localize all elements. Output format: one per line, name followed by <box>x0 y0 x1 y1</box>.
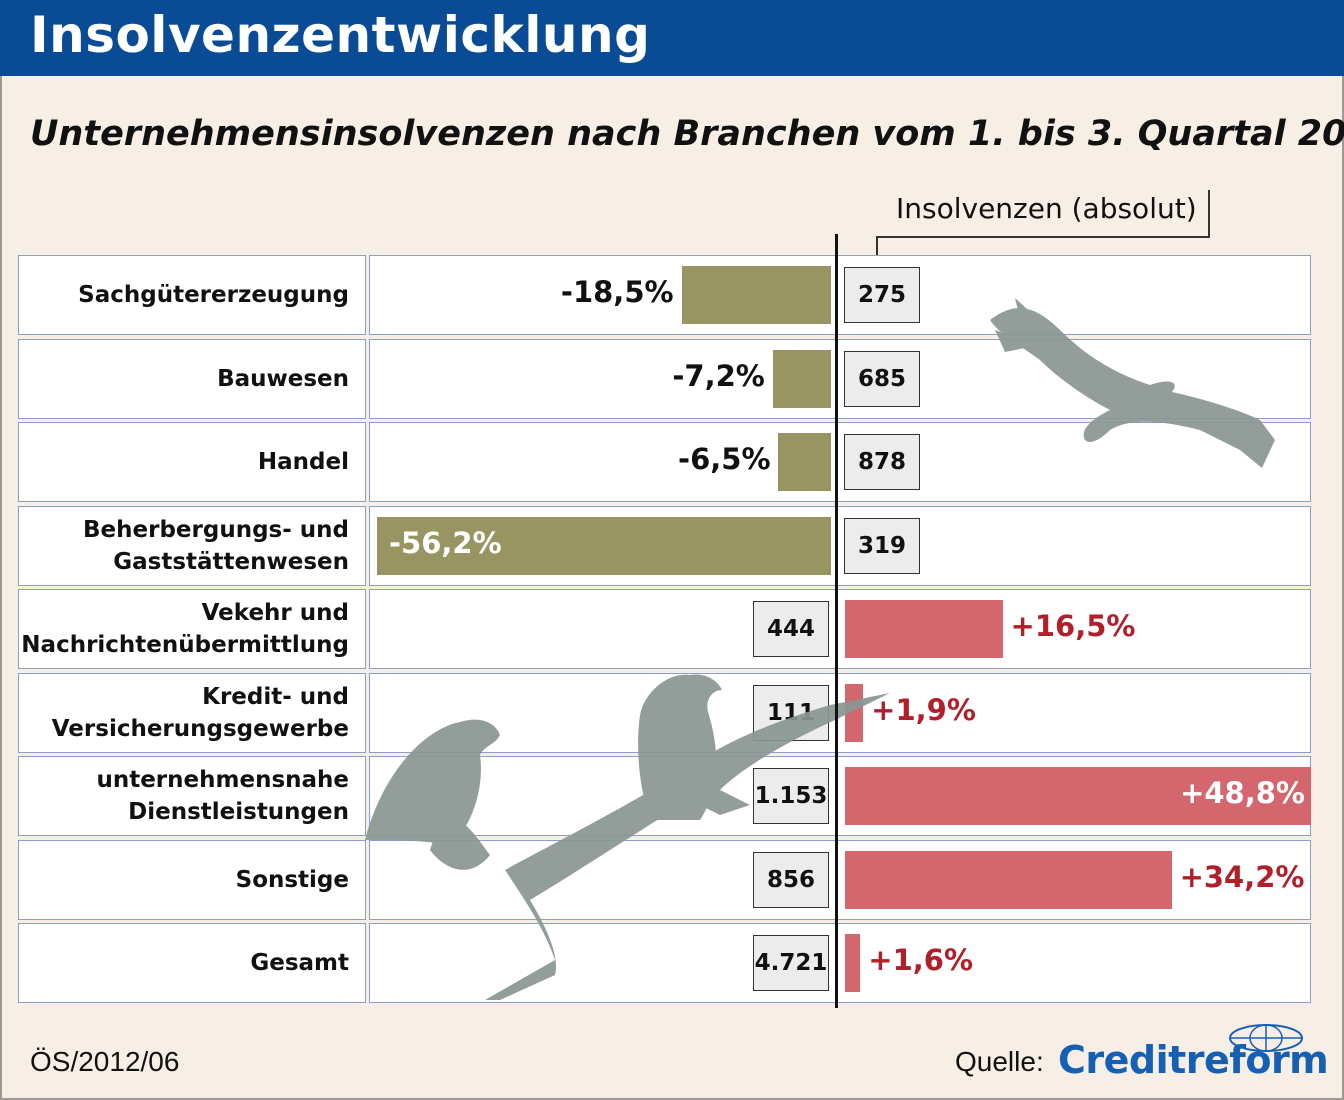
creditreform-logo: Creditreform <box>1058 1038 1329 1082</box>
bar-positive <box>845 767 1311 825</box>
creditreform-globe-icon <box>1229 1024 1303 1052</box>
absolute-value: 1.153 <box>753 768 829 824</box>
category-label: Bauwesen <box>18 338 366 419</box>
bar-row-box <box>369 338 1311 419</box>
bar-negative <box>681 266 831 324</box>
category-label-line: Bauwesen <box>217 365 349 392</box>
category-label-line: Vekehr und <box>201 600 349 626</box>
bar-positive <box>845 683 864 742</box>
page-title: Insolvenzentwicklung <box>30 6 651 64</box>
column-label-bracket-line <box>876 236 1210 238</box>
header-bar: Insolvenzentwicklung <box>0 0 1344 76</box>
absolute-value: 319 <box>844 517 920 574</box>
absolute-value: 685 <box>844 350 920 407</box>
category-label: Handel <box>18 422 366 502</box>
bar-positive <box>845 934 861 992</box>
bar-row-box <box>369 589 1311 669</box>
category-label-line: Versicherungsgewerbe <box>51 715 349 742</box>
percent-label: -56,2% <box>389 525 502 560</box>
column-label: Insolvenzen (absolut) <box>896 192 1197 225</box>
category-label: Gesamt <box>18 923 366 1003</box>
category-label-line: Nachrichtenübermittlung <box>21 632 349 658</box>
bar-negative <box>772 349 831 408</box>
percent-label: +34,2% <box>1179 859 1305 894</box>
category-label: unternehmensnahe Dienstleistungen <box>18 756 366 836</box>
absolute-value: 275 <box>844 267 920 323</box>
percent-label: -6,5% <box>678 442 771 476</box>
bar-row-box <box>369 923 1311 1003</box>
percent-label: -7,2% <box>672 358 765 393</box>
bar-row-box <box>369 255 1311 335</box>
percent-label: -18,5% <box>560 275 674 309</box>
category-label: Beherbergungs- und Gaststättenwesen <box>18 505 366 586</box>
chart-subtitle: Unternehmensinsolvenzen nach Branchen vo… <box>30 114 1344 154</box>
bar-negative <box>377 516 831 575</box>
footer-source-label: Quelle: <box>955 1046 1044 1077</box>
category-label: Sonstige <box>18 839 366 920</box>
absolute-value: 444 <box>753 601 829 657</box>
percent-label: +16,5% <box>1010 609 1136 643</box>
percent-label: +1,6% <box>868 943 973 977</box>
bar-positive <box>845 850 1172 909</box>
category-label-line: Gaststättenwesen <box>113 548 349 575</box>
category-label-line: Handel <box>257 449 349 475</box>
absolute-value: 856 <box>753 851 829 908</box>
category-label-line: Kredit- und <box>202 683 349 710</box>
category-label-line: Sachgütererzeugung <box>78 282 349 308</box>
absolute-value: 4.721 <box>753 935 829 991</box>
absolute-value: 878 <box>844 434 920 490</box>
category-label: Vekehr und Nachrichtenübermittlung <box>18 589 366 669</box>
zero-axis <box>835 234 838 1008</box>
footer-code: ÖS/2012/06 <box>30 1046 180 1077</box>
absolute-value: 111 <box>753 684 829 741</box>
category-label: Kredit- und Versicherungsgewerbe <box>18 672 366 753</box>
bar-positive <box>845 600 1003 658</box>
column-label-bracket-tick <box>876 236 878 266</box>
column-label-bracket <box>1208 190 1210 238</box>
bar-row-box <box>369 672 1311 753</box>
category-label-line: Gesamt <box>250 950 349 976</box>
bar-row-box <box>369 422 1311 502</box>
percent-label: +1,9% <box>871 692 976 727</box>
category-label-line: Sonstige <box>235 866 349 893</box>
percent-label: +48,8% <box>1180 776 1305 810</box>
category-label-line: Beherbergungs- und <box>83 516 349 543</box>
bar-negative <box>778 433 831 491</box>
category-label-line: unternehmensnahe <box>96 767 349 793</box>
category-label: Sachgütererzeugung <box>18 255 366 335</box>
category-label-line: Dienstleistungen <box>128 799 349 825</box>
